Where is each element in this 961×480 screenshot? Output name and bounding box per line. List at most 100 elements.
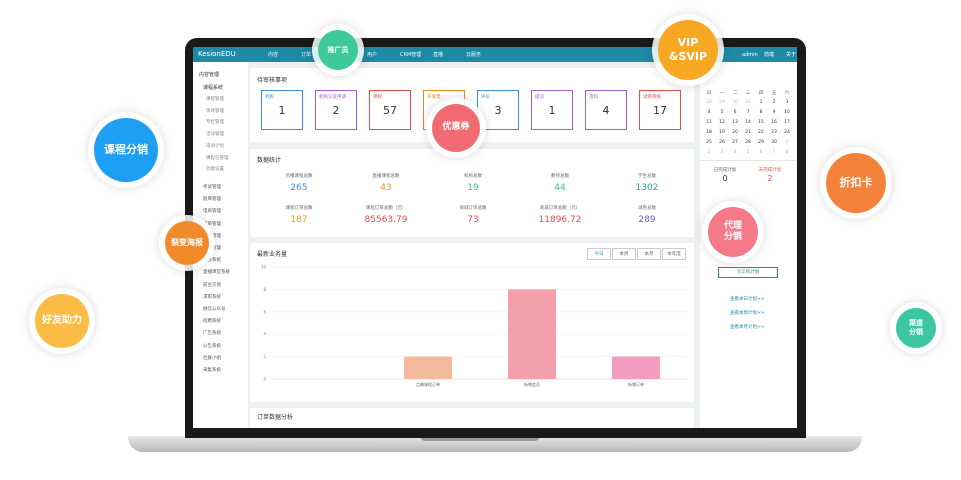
promo-bubble[interactable]: 代理 分销 [708,207,758,257]
sidebar-group[interactable]: 课程系统 [203,85,224,91]
calendar-day[interactable]: 16 [771,120,777,125]
sidebar-item[interactable]: 采集系统 [203,368,221,373]
calendar-day[interactable]: 29 [719,100,725,105]
calendar-day[interactable]: 30 [771,140,777,145]
nav-item[interactable]: CRM管理 [400,52,422,58]
promo-bubble[interactable]: VIP &SVIP [658,20,718,80]
calendar-day[interactable]: 9 [772,110,776,115]
calendar-day[interactable]: 27 [732,140,738,145]
calendar-day[interactable]: 2 [772,100,776,105]
calendar-day[interactable]: 5 [746,150,750,155]
nav-item[interactable]: 云服务 [466,52,482,58]
plan-link[interactable]: 查看本日计划>> [730,297,765,302]
calendar-day[interactable]: 4 [707,110,711,115]
plan-link[interactable]: 查看本周计划>> [730,311,765,316]
calendar-day[interactable]: 17 [784,120,790,125]
pending-card[interactable]: 资料 4 [585,90,627,130]
sidebar-item[interactable]: 社群小组 [203,355,221,361]
sidebar-subitem[interactable]: 活动管理 [206,132,224,138]
pending-card[interactable]: 机构 1 [261,90,303,130]
sidebar-item[interactable]: 广告系统 [203,331,221,337]
calendar-day[interactable]: 30 [732,100,738,105]
sidebar-item[interactable]: 直播课堂系统 [203,270,230,276]
calendar-day[interactable]: 31 [745,100,751,105]
user-menu[interactable]: admin [742,52,758,58]
promo-bubble[interactable]: 课程分销 [94,118,158,182]
promo-bubble[interactable]: 优惠券 [432,104,480,152]
calendar-day[interactable]: 6 [759,150,763,155]
calendar-day[interactable]: 7 [746,110,750,115]
card-value: 4 [602,104,610,117]
sidebar-item[interactable]: 前台交易 [203,282,221,288]
calendar-day[interactable]: 18 [706,130,712,135]
sidebar-item[interactable]: 订单管理 [203,221,221,227]
calendar-day[interactable]: 29 [758,140,764,145]
sidebar-item[interactable]: 积分系统 [203,258,221,264]
pending-card[interactable]: 课程 57 [369,90,411,130]
sidebar-subitem[interactable]: 现场管理 [206,108,224,114]
calendar-day[interactable]: 19 [719,130,725,135]
calendar-day[interactable]: 22 [758,130,764,135]
nav-item[interactable]: 订单 [301,52,312,58]
calendar-day[interactable]: 12 [719,120,725,125]
sidebar-subitem[interactable]: 课程管理 [206,97,224,102]
calendar-day[interactable]: 10 [784,110,790,115]
sidebar-item[interactable]: 考试管理 [203,185,221,190]
sidebar-subitem[interactable]: 专栏管理 [206,120,224,126]
sidebar-item[interactable]: 公告系统 [203,343,221,349]
sidebar-item[interactable]: 求职系统 [203,294,221,300]
chart-tab[interactable]: 本年度 [662,248,686,260]
calendar-day[interactable]: 23 [771,130,777,135]
calendar-day[interactable]: 8 [759,110,763,115]
promo-bubble[interactable]: 好友助力 [35,294,89,348]
calendar-day[interactable]: 4 [733,150,737,155]
sidebar-subitem[interactable]: 课程包管理 [206,155,229,161]
calendar-day[interactable]: 20 [732,130,738,135]
pending-card[interactable]: 机构认证申请 2 [315,90,357,130]
sidebar-item[interactable]: 题库管理 [203,197,221,203]
chart-tab[interactable]: 本周 [612,248,636,260]
stat-value: 1302 [635,183,659,193]
calendar-day[interactable]: 3 [720,150,724,155]
promo-bubble[interactable]: 渠道 分销 [896,308,936,348]
calendar-day[interactable]: 3 [785,100,789,105]
promo-bubble[interactable]: 推广员 [318,30,358,70]
promo-bubble[interactable]: 裂变海报 [165,221,209,265]
calendar-day[interactable]: 26 [719,140,725,145]
user-menu[interactable]: 前端 [764,52,775,58]
sidebar-subitem[interactable]: 培训计划 [206,143,224,149]
calendar-day[interactable]: 25 [706,140,712,145]
plan-link[interactable]: 查看本月计划>> [730,325,765,330]
promo-bubble[interactable]: 折扣卡 [826,153,886,213]
user-menu[interactable]: 关于 [786,52,797,58]
calendar-day[interactable]: 15 [758,120,764,125]
sidebar-item[interactable]: 电商管理 [203,209,221,215]
weekday: 三 [745,91,751,96]
calendar-day[interactable]: 5 [720,110,724,115]
calendar-day[interactable]: 11 [706,120,712,125]
pending-card[interactable]: 提问 1 [531,90,573,130]
sidebar-item[interactable]: 微信公众号 [203,307,226,312]
sidebar-subitem[interactable]: 功能设置 [206,167,224,173]
calendar-day[interactable]: 7 [772,150,776,155]
calendar-day[interactable]: 6 [733,110,737,115]
nav-item[interactable]: 用户 [367,52,378,58]
calendar-day[interactable]: 24 [784,130,790,135]
calendar-day[interactable]: 1 [785,140,789,145]
calendar-day[interactable]: 28 [706,100,712,105]
calendar-day[interactable]: 14 [745,120,751,125]
calendar-day[interactable]: 13 [732,120,738,125]
nav-item[interactable]: 直播 [433,52,444,58]
bar-chart: 0 2 4 6 8 10 点播课程订单 新增会员 新增订单 [261,265,688,387]
chart-tab[interactable]: 今日 [587,248,611,260]
nav-item[interactable]: 内容 [268,52,279,58]
pending-card[interactable]: 试卷审核 17 [639,90,681,130]
calendar-day[interactable]: 2 [707,150,711,155]
write-plan-button[interactable]: 写工作计划 [718,267,778,278]
calendar-day[interactable]: 21 [745,130,751,135]
calendar-day[interactable]: 1 [759,100,763,105]
calendar-day[interactable]: 8 [785,150,789,155]
calendar-day[interactable]: 28 [745,140,751,145]
sidebar-item[interactable]: 招聘系统 [203,319,221,325]
chart-tab[interactable]: 本月 [637,248,661,260]
